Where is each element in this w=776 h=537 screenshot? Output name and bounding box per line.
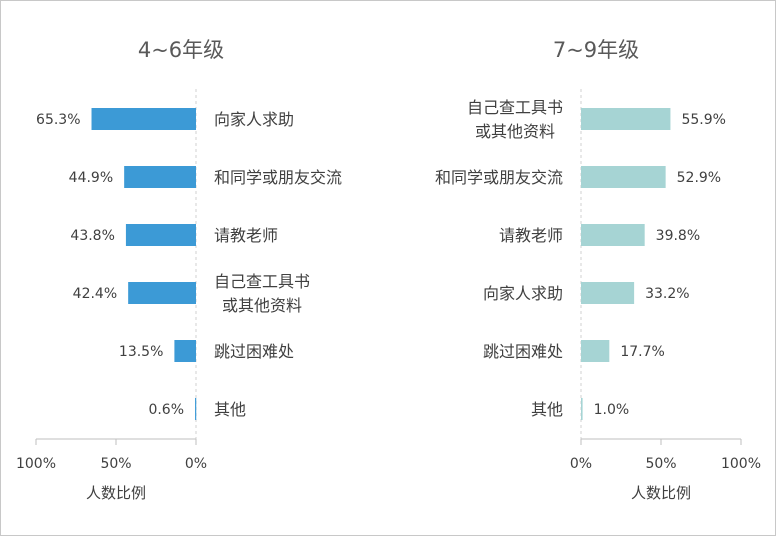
category-label: 跳过困难处 <box>214 342 294 361</box>
category-label: 自己查工具书 <box>214 272 310 291</box>
bar <box>125 224 196 246</box>
bar <box>174 340 196 362</box>
category-label: 其他 <box>214 400 246 419</box>
x-tick-label: 50% <box>645 456 676 472</box>
x-tick-label: 100% <box>16 456 56 472</box>
category-label: 或其他资料 <box>475 122 555 141</box>
bar <box>195 398 197 420</box>
data-label: 39.8% <box>656 228 700 244</box>
bar <box>124 166 196 188</box>
category-label: 或其他资料 <box>222 296 302 315</box>
category-label: 请教老师 <box>499 226 563 245</box>
chart-title: 4~6年级 <box>138 38 224 62</box>
category-label: 和同学或朋友交流 <box>214 168 342 187</box>
data-label: 44.9% <box>69 170 113 186</box>
bar <box>581 166 666 188</box>
data-label: 33.2% <box>645 286 689 302</box>
category-label: 向家人求助 <box>214 110 294 129</box>
bar <box>581 398 583 420</box>
category-label: 和同学或朋友交流 <box>435 168 563 187</box>
x-axis-label: 人数比例 <box>631 484 691 502</box>
category-label: 请教老师 <box>214 226 278 245</box>
chart-title: 7~9年级 <box>553 38 639 62</box>
data-label: 0.6% <box>148 402 184 418</box>
data-label: 52.9% <box>677 170 721 186</box>
category-label: 自己查工具书 <box>467 98 563 117</box>
data-label: 13.5% <box>119 344 163 360</box>
chart-panel-4-6: 4~6年级 人数比例 100% 50% 0% 65.3% 向家人求助 44.9% 和同学或朋… <box>16 38 342 502</box>
data-label: 65.3% <box>36 112 80 128</box>
bar <box>581 282 635 304</box>
data-label: 43.8% <box>70 228 114 244</box>
x-tick-label: 50% <box>100 456 131 472</box>
x-tick-label: 0% <box>185 456 207 472</box>
x-tick-label: 0% <box>570 456 592 472</box>
x-axis-label: 人数比例 <box>86 484 146 502</box>
data-label: 55.9% <box>681 112 725 128</box>
bar <box>128 282 196 304</box>
bar <box>91 108 196 130</box>
category-label: 跳过困难处 <box>483 342 563 361</box>
x-tick-label: 100% <box>721 456 761 472</box>
category-label: 向家人求助 <box>483 284 563 303</box>
data-label: 42.4% <box>73 286 117 302</box>
bar <box>581 340 610 362</box>
data-label: 1.0% <box>594 402 630 418</box>
category-label: 其他 <box>531 400 563 419</box>
bar <box>581 108 671 130</box>
bar <box>581 224 645 246</box>
data-label: 17.7% <box>620 344 664 360</box>
